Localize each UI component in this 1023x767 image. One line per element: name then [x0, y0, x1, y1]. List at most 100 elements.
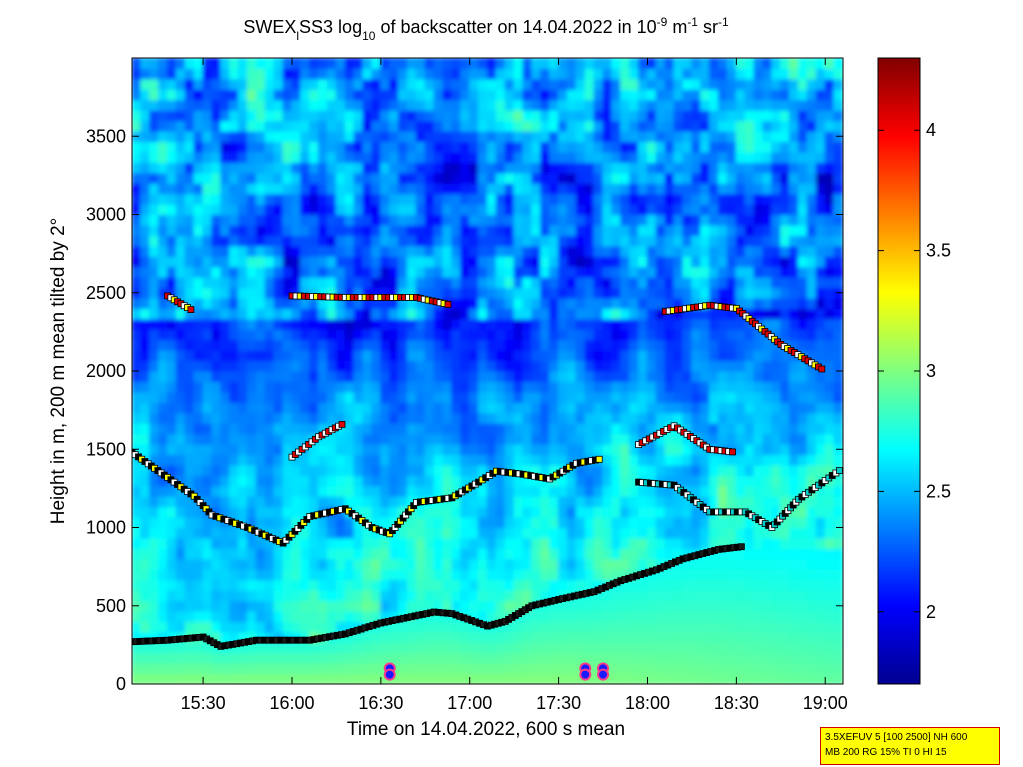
heatmap-cell	[549, 547, 560, 560]
heatmap-cell	[495, 537, 506, 549]
heatmap-cell	[220, 182, 231, 195]
heatmap-cell	[380, 182, 391, 195]
heatmap-cell	[602, 391, 613, 403]
heatmap-cell	[291, 234, 302, 247]
heatmap-cell	[762, 213, 773, 226]
heatmap-cell	[353, 610, 364, 622]
heatmap-cell	[184, 464, 195, 476]
heatmap-cell	[202, 370, 213, 383]
heatmap-cell	[824, 359, 835, 372]
heatmap-cell	[637, 610, 649, 622]
heatmap-cell	[132, 631, 142, 643]
heatmap-cell	[344, 151, 355, 163]
heatmap-cell	[549, 412, 560, 424]
heatmap-cell	[584, 203, 595, 216]
heatmap-cell	[140, 359, 151, 372]
heatmap-cell	[398, 193, 409, 205]
heatmap-cell	[797, 245, 809, 257]
heatmap-cell	[380, 495, 391, 508]
heatmap-cell	[282, 203, 293, 216]
heatmap-cell	[797, 620, 809, 633]
heatmap-cell	[531, 78, 542, 90]
heatmap-cell	[584, 506, 595, 518]
heatmap-cell	[389, 453, 400, 466]
heatmap-cell	[175, 370, 186, 383]
heatmap-cell	[629, 349, 640, 362]
heatmap-cell	[415, 140, 426, 153]
heatmap-cell	[255, 182, 266, 195]
heatmap-cell	[211, 453, 222, 466]
heatmap-cell	[709, 58, 720, 70]
heatmap-cell	[504, 182, 515, 195]
heatmap-cell	[495, 474, 506, 487]
heatmap-cell	[246, 474, 258, 487]
heatmap-cell	[238, 276, 249, 289]
heatmap-cell	[326, 328, 338, 341]
heatmap-cell	[424, 224, 435, 236]
heatmap-cell	[282, 182, 293, 195]
heatmap-cell	[833, 422, 843, 435]
heatmap-cell	[824, 234, 835, 247]
heatmap-cell	[229, 391, 240, 403]
heatmap-cell	[140, 67, 151, 80]
heatmap-cell	[771, 495, 782, 508]
heatmap-cell	[415, 380, 426, 393]
heatmap-cell	[646, 140, 657, 153]
heatmap-cell	[549, 474, 560, 487]
heatmap-cell	[273, 662, 284, 675]
heatmap-cell	[646, 318, 657, 330]
heatmap-cell	[398, 401, 409, 414]
heatmap-cell	[158, 266, 169, 278]
heatmap-cell	[309, 641, 320, 654]
heatmap-cell	[602, 349, 613, 362]
heatmap-cell	[602, 474, 613, 487]
heatmap-cell	[478, 276, 489, 289]
heatmap-cell	[255, 672, 266, 684]
heatmap-cell	[824, 78, 835, 90]
heatmap-cell	[575, 172, 586, 184]
heatmap-cell	[682, 213, 693, 226]
heatmap-cell	[380, 422, 391, 435]
heatmap-cell	[300, 599, 311, 612]
heatmap-cell	[495, 255, 506, 268]
heatmap-cell	[735, 109, 746, 122]
heatmap-cell	[735, 297, 746, 309]
heatmap-cell	[637, 78, 649, 90]
heatmap-cell	[495, 568, 506, 581]
heatmap-cell	[309, 391, 320, 403]
heatmap-cell	[433, 276, 444, 289]
heatmap-cell	[264, 234, 275, 247]
heatmap-cell	[762, 193, 773, 205]
heatmap-cell	[771, 547, 782, 560]
heatmap-cell	[797, 172, 809, 184]
heatmap-cell	[655, 599, 666, 612]
heatmap-cell	[797, 589, 809, 602]
heatmap-cell	[460, 662, 471, 675]
heatmap-cell	[264, 391, 275, 403]
heatmap-cell	[726, 537, 737, 549]
heatmap-cell	[513, 266, 524, 278]
heatmap-cell	[664, 641, 675, 654]
heatmap-cell	[451, 130, 462, 143]
heatmap-cell	[682, 130, 693, 143]
heatmap-cell	[353, 88, 364, 101]
heatmap-cell	[833, 370, 843, 383]
heatmap-cell	[469, 433, 480, 445]
heatmap-cell	[166, 67, 178, 80]
heatmap-cell	[806, 276, 817, 289]
heatmap-cell	[709, 213, 720, 226]
heatmap-cell	[273, 391, 284, 403]
heatmap-cell	[478, 631, 489, 643]
heatmap-cell	[575, 412, 586, 424]
heatmap-cell	[682, 672, 693, 684]
heatmap-cell	[211, 307, 222, 320]
heatmap-cell	[593, 328, 604, 341]
heatmap-cell	[735, 286, 746, 299]
heatmap-cell	[415, 99, 426, 111]
heatmap-cell	[762, 589, 773, 602]
heatmap-cell	[175, 224, 186, 236]
heatmap-cell	[132, 109, 142, 122]
heatmap-cell	[469, 547, 480, 560]
heatmap-cell	[558, 182, 569, 195]
heatmap-cell	[406, 182, 417, 195]
